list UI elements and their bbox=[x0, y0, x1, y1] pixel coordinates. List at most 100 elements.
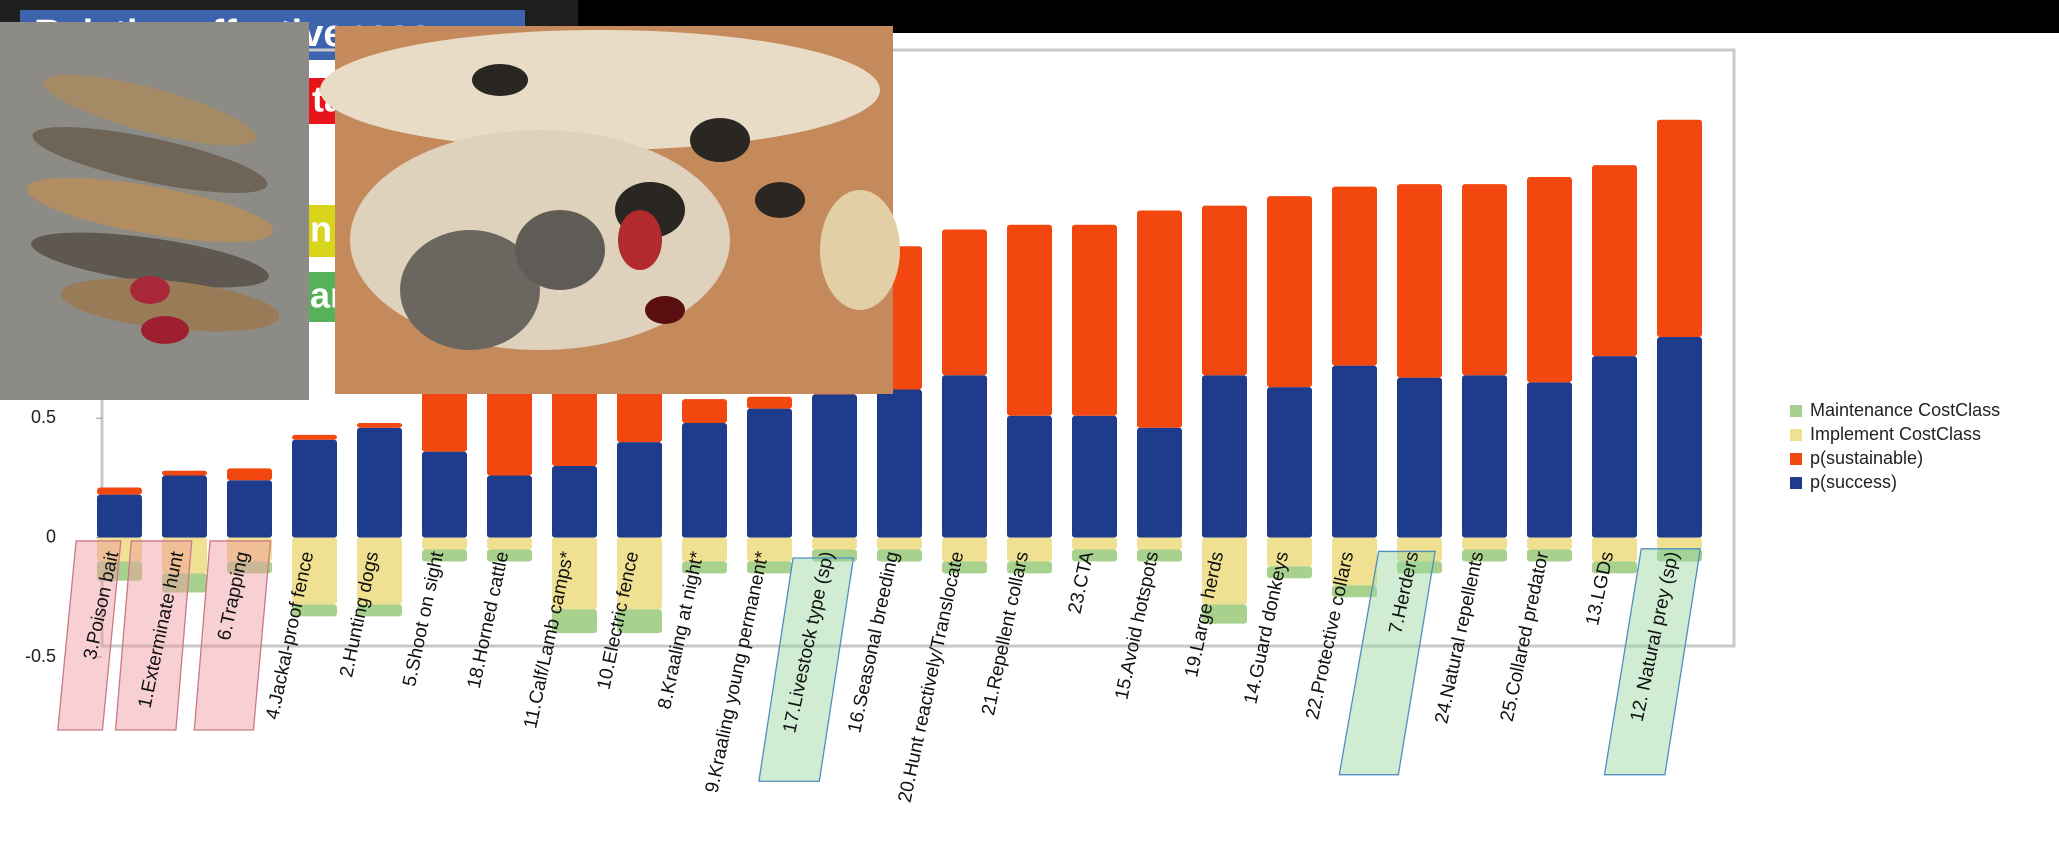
bar-segment bbox=[1072, 415, 1117, 538]
bar-segment bbox=[487, 368, 532, 476]
bar-segment bbox=[552, 537, 597, 610]
bar-segment bbox=[357, 604, 402, 617]
bar-segment bbox=[552, 465, 597, 538]
bar-segment bbox=[422, 451, 467, 538]
bar-segment bbox=[1332, 585, 1377, 598]
bar-segment bbox=[1202, 375, 1247, 538]
bar-segment bbox=[162, 537, 207, 574]
bar-segment bbox=[422, 537, 467, 550]
bar-segment bbox=[162, 475, 207, 538]
highlights bbox=[57, 540, 1702, 782]
bar-segment bbox=[1007, 537, 1052, 562]
bar-segment bbox=[422, 379, 467, 452]
bar-segment bbox=[1462, 184, 1507, 376]
bar-segment bbox=[292, 537, 337, 605]
photo-leopard bbox=[320, 26, 900, 394]
bar-segment bbox=[1267, 387, 1312, 538]
bar-segment bbox=[1657, 337, 1702, 538]
bar-segment bbox=[942, 229, 987, 376]
bar-segment bbox=[292, 434, 337, 440]
bar-segment bbox=[1137, 210, 1182, 428]
highlight-box bbox=[57, 540, 122, 731]
bar-segment bbox=[227, 468, 272, 481]
bar-segment bbox=[1332, 186, 1377, 366]
bar-segment bbox=[1657, 537, 1702, 550]
bar-segment bbox=[162, 573, 207, 593]
bar-segment bbox=[1527, 177, 1572, 383]
bar-segment bbox=[682, 422, 727, 538]
bar-segment bbox=[812, 537, 857, 550]
bar-segment bbox=[487, 549, 532, 562]
bar-segment bbox=[1072, 224, 1117, 416]
legend-label: p(sustainable) bbox=[1810, 448, 1923, 468]
bar-segment bbox=[487, 475, 532, 538]
bar-segment bbox=[1527, 537, 1572, 550]
bar-segment bbox=[877, 537, 922, 550]
legend-swatch bbox=[1790, 429, 1802, 441]
bar-segment bbox=[617, 537, 662, 610]
bar-segment bbox=[227, 480, 272, 538]
bar-segment bbox=[1202, 604, 1247, 624]
bar-segment bbox=[877, 549, 922, 562]
bar-segment bbox=[487, 537, 532, 550]
bar-segment bbox=[1397, 377, 1442, 538]
bar-segment bbox=[1397, 537, 1442, 562]
bar-segment bbox=[97, 487, 142, 495]
legend-swatch bbox=[1790, 405, 1802, 417]
bar-segment bbox=[1007, 415, 1052, 538]
bar-segment bbox=[1137, 549, 1182, 562]
y-tick-label: -0.5 bbox=[25, 646, 56, 666]
bar-segment bbox=[617, 382, 662, 443]
bar-segment bbox=[357, 422, 402, 428]
bar-segment bbox=[747, 396, 792, 409]
bar-segment bbox=[162, 470, 207, 476]
bar-segment bbox=[1592, 561, 1637, 574]
legend-label: Maintenance CostClass bbox=[1810, 400, 2000, 420]
bar-segment bbox=[1202, 205, 1247, 376]
bar-segment bbox=[1007, 561, 1052, 574]
bar-segment bbox=[1267, 537, 1312, 567]
bar-segment bbox=[1527, 549, 1572, 562]
y-tick-label: 0 bbox=[46, 526, 56, 546]
bar-segment bbox=[1072, 537, 1117, 550]
bar-segment bbox=[1137, 427, 1182, 538]
bar-segment bbox=[1332, 365, 1377, 538]
bar-segment bbox=[97, 561, 142, 581]
bar-segment bbox=[357, 537, 402, 605]
y-tick-label: 0.5 bbox=[31, 407, 56, 427]
bar-segment bbox=[942, 375, 987, 538]
bar-segment bbox=[1462, 549, 1507, 562]
legend-swatch bbox=[1790, 453, 1802, 465]
bar-segment bbox=[1332, 537, 1377, 586]
bar-segment bbox=[1267, 566, 1312, 579]
bar-segment bbox=[682, 561, 727, 574]
bar-segment bbox=[747, 537, 792, 562]
bar-segment bbox=[1137, 537, 1182, 550]
bar-segment bbox=[1397, 184, 1442, 378]
bar-segment bbox=[877, 389, 922, 538]
bar-segment bbox=[97, 494, 142, 538]
bar-segment bbox=[1657, 549, 1702, 562]
bar-segment bbox=[942, 561, 987, 574]
bar-segment bbox=[1592, 356, 1637, 538]
bar-segment bbox=[357, 427, 402, 538]
legend-label: p(success) bbox=[1810, 472, 1897, 492]
bar-segment bbox=[292, 439, 337, 538]
bar-segment bbox=[552, 609, 597, 634]
bar-segment bbox=[1462, 537, 1507, 550]
photo-jackals bbox=[0, 22, 309, 400]
bar-segment bbox=[617, 609, 662, 634]
bar-segment bbox=[1592, 537, 1637, 562]
highlight-box bbox=[1603, 548, 1702, 776]
bar-segment bbox=[1267, 196, 1312, 388]
bar-segment bbox=[1397, 561, 1442, 574]
bar-segment bbox=[422, 549, 467, 562]
bar-segment bbox=[1592, 165, 1637, 357]
bar-segment bbox=[942, 537, 987, 562]
bar-segment bbox=[1462, 375, 1507, 538]
highlight-box bbox=[758, 557, 855, 782]
bar-segment bbox=[812, 394, 857, 538]
chart-area: -0.5 0 0.5 Maintenance CostClass Implement C… bbox=[25, 48, 2000, 666]
